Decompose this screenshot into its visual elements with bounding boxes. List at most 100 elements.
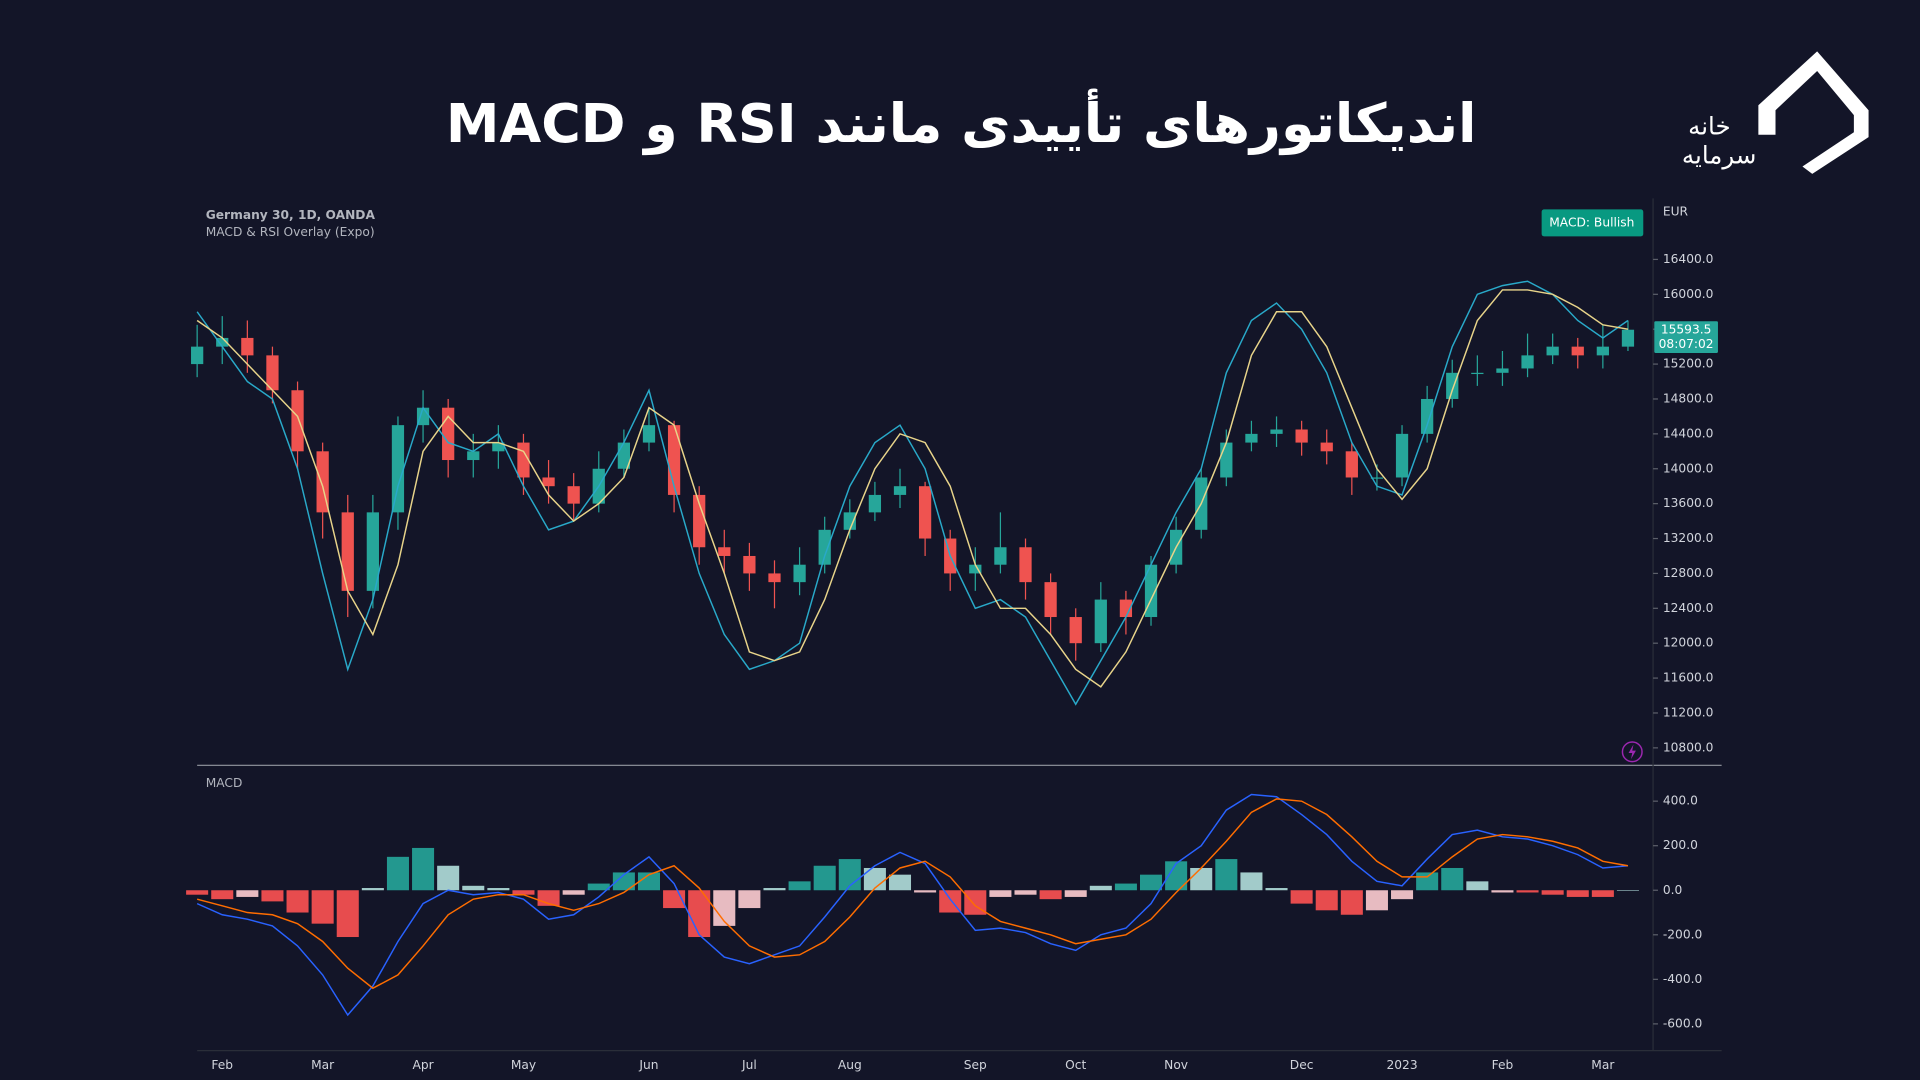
histogram-bar [1566, 890, 1589, 897]
y-tick-label: 16000.0 [1663, 287, 1714, 301]
candle-body [1245, 433, 1258, 443]
candle-body [1019, 547, 1032, 583]
candle-body [1320, 442, 1333, 452]
histogram-bar [1014, 890, 1037, 895]
y-tick-label: 10800.0 [1663, 740, 1714, 754]
candle-body [768, 573, 781, 583]
histogram-bar [1265, 888, 1288, 891]
histogram-bar [1591, 890, 1614, 897]
histogram-bar [1516, 890, 1539, 893]
candle-body [266, 355, 279, 391]
histogram-bar [1315, 890, 1338, 911]
candle-body [743, 555, 756, 574]
candle-body [366, 512, 379, 591]
candle-body [667, 425, 681, 495]
histogram-bar [186, 890, 209, 895]
histogram-bar [1140, 874, 1163, 891]
candle-body [1094, 599, 1107, 644]
candle-body [291, 390, 304, 452]
x-tick-label: Sep [964, 1058, 987, 1072]
logo-mark [1758, 51, 1869, 174]
candle-body [216, 337, 229, 347]
y-tick-label: 11600.0 [1663, 671, 1714, 685]
logo-text: سرمایه [1682, 141, 1757, 170]
y-tick-label: 15200.0 [1663, 357, 1714, 371]
candle-body [1446, 372, 1459, 399]
histogram-bar [989, 890, 1012, 897]
y-tick-label: 400.0 [1663, 794, 1698, 808]
indicator-line [196, 289, 1629, 688]
logo-text: خانه [1688, 111, 1731, 140]
x-tick-label: Apr [412, 1058, 434, 1072]
x-tick-label: Oct [1065, 1058, 1086, 1072]
candle-body [1270, 429, 1283, 434]
candle-body [517, 442, 530, 478]
candle-body [793, 564, 806, 583]
y-tick-label: 14000.0 [1663, 461, 1714, 475]
y-tick-label: 16400.0 [1663, 252, 1714, 266]
logo: خانه سرمایه [1682, 51, 1869, 174]
candle-body [1521, 355, 1534, 369]
candle-body [467, 451, 480, 461]
candle-body [567, 486, 580, 504]
candle-body [542, 477, 555, 487]
candle-body [1571, 346, 1584, 356]
histogram-bar [562, 890, 585, 895]
indicator-line [196, 280, 1629, 706]
histogram-bar [1391, 890, 1414, 900]
candle-body [241, 337, 254, 356]
candle-body [642, 425, 656, 443]
badge-bg [1541, 209, 1644, 237]
histogram-bar [462, 885, 485, 891]
histogram-bar [1190, 867, 1213, 891]
badge: MACD: Bullish [1549, 215, 1634, 229]
histogram-bar [236, 890, 259, 897]
pane-title: MACD [206, 776, 243, 790]
x-tick-label: Jul [741, 1058, 757, 1072]
candle-body [893, 486, 907, 495]
x-tick-label: Feb [211, 1058, 233, 1072]
candle-body [1069, 617, 1082, 644]
candle-body [843, 512, 856, 530]
y-tick-label: -200.0 [1663, 927, 1702, 941]
candle-body [1496, 368, 1509, 373]
histogram-bar [1491, 890, 1514, 893]
x-tick-label: Nov [1164, 1058, 1188, 1072]
y-tick-label: 13600.0 [1663, 496, 1714, 510]
indicator-line [196, 798, 1629, 990]
candle-body [918, 486, 932, 539]
candle-body [1119, 599, 1133, 618]
y-tick-label: 14800.0 [1663, 391, 1714, 405]
candle-body [868, 494, 882, 513]
last-price: 15593.5 [1661, 322, 1712, 336]
histogram-bar [838, 859, 861, 891]
x-tick-label: Jun [638, 1058, 658, 1072]
candle-body [391, 425, 405, 513]
candle-body [1395, 433, 1409, 478]
candle-body [1421, 398, 1434, 434]
histogram-bar [1416, 872, 1439, 891]
candle-body [818, 529, 831, 565]
y-tick-label: 11200.0 [1663, 705, 1714, 719]
candle-body [718, 547, 731, 556]
symbol-title: Germany 30, 1D, OANDA [206, 208, 376, 222]
histogram-bar [788, 881, 811, 891]
histogram-bar [688, 890, 711, 938]
y-tick-label: 13200.0 [1663, 531, 1714, 545]
histogram-bar [412, 847, 435, 891]
y-tick-label: 200.0 [1663, 838, 1698, 852]
candle-body [492, 442, 505, 452]
countdown: 08:07:02 [1659, 337, 1714, 351]
histogram-bar [1114, 883, 1137, 891]
x-tick-label: May [511, 1058, 536, 1072]
histogram-bar [888, 874, 912, 891]
histogram-bar [1064, 890, 1087, 897]
candle-body [1295, 429, 1308, 443]
histogram-bar [1466, 881, 1489, 891]
x-tick-label: Mar [311, 1058, 335, 1072]
histogram-bar [286, 890, 309, 913]
histogram-bar [1089, 885, 1112, 891]
candle-body [1144, 564, 1158, 618]
